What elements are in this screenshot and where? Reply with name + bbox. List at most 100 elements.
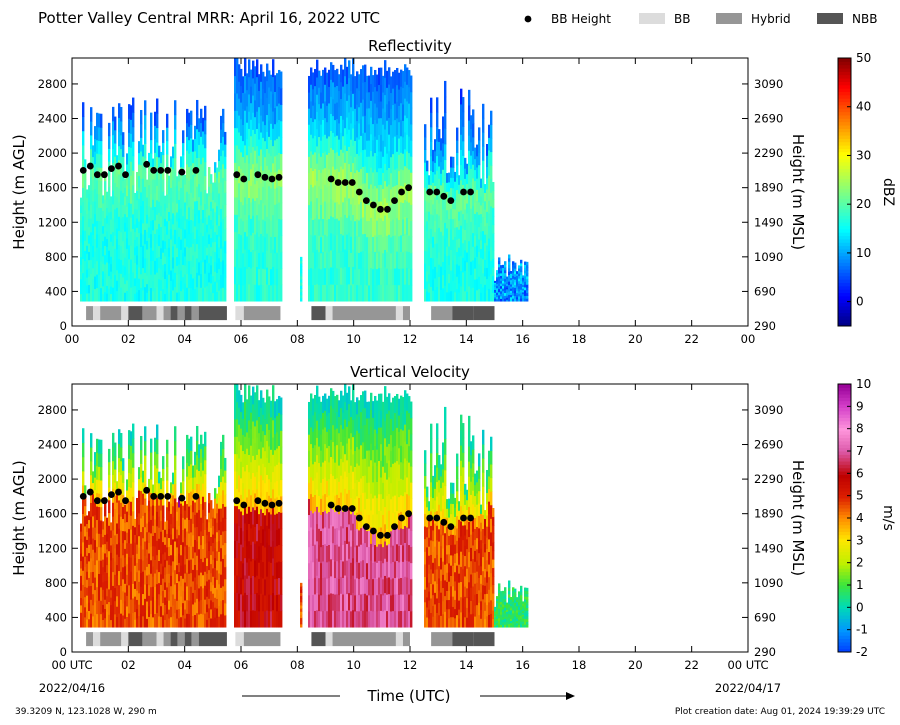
- heatmap-cell: [160, 151, 163, 164]
- heatmap-cell: [490, 165, 493, 180]
- heatmap-cell: [110, 196, 113, 205]
- heatmap-cell: [340, 525, 343, 544]
- heatmap-cell: [194, 589, 197, 603]
- heatmap-cell: [96, 260, 99, 275]
- heatmap-cell: [278, 412, 281, 430]
- heatmap-cell: [524, 295, 527, 299]
- heatmap-cell: [460, 194, 463, 211]
- heatmap-cell: [376, 123, 379, 140]
- reflectivity-field: [80, 58, 529, 302]
- heatmap-cell: [192, 603, 195, 617]
- heatmap-cell: [372, 91, 375, 108]
- classification-segment: [311, 306, 326, 321]
- heatmap-cell: [112, 557, 115, 573]
- heatmap-cell: [180, 280, 183, 292]
- heatmap-cell: [156, 185, 159, 201]
- heatmap-cell: [368, 107, 371, 125]
- heatmap-cell: [354, 514, 357, 532]
- heatmap-cell: [268, 103, 271, 121]
- heatmap-cell: [188, 492, 191, 507]
- heatmap-cell: [276, 431, 279, 449]
- heatmap-cell: [486, 188, 489, 201]
- heatmap-cell: [84, 535, 87, 547]
- heatmap-cell: [224, 168, 227, 181]
- heatmap-cell: [376, 610, 379, 628]
- heatmap-cell: [134, 246, 137, 256]
- heatmap-cell: [114, 574, 117, 589]
- heatmap-cell: [200, 149, 203, 165]
- heatmap-cell: [374, 69, 377, 88]
- heatmap-cell: [246, 89, 249, 107]
- heatmap-cell: [354, 76, 357, 93]
- heatmap-cell: [368, 236, 371, 254]
- heatmap-cell: [514, 292, 517, 297]
- heatmap-cell: [518, 267, 521, 272]
- heatmap-cell: [198, 170, 201, 185]
- heatmap-cell: [96, 559, 99, 574]
- heatmap-cell: [272, 93, 275, 112]
- heatmap-cell: [262, 397, 265, 415]
- heatmap-cell: [108, 537, 111, 552]
- heatmap-cell: [376, 481, 379, 499]
- heatmap-cell: [164, 278, 167, 287]
- heatmap-cell: [248, 145, 251, 164]
- heatmap-cell: [100, 533, 103, 548]
- heatmap-cell: [90, 613, 93, 628]
- axes: 00 02 04 06 08 10 12 14 16 18 20 22 0004008001200160…: [38, 58, 783, 346]
- heatmap-cell: [222, 191, 225, 206]
- heatmap-cell: [220, 521, 223, 536]
- heatmap-cell: [216, 243, 219, 254]
- heatmap-cell: [264, 418, 267, 436]
- heatmap-cell: [102, 225, 105, 234]
- colorbar-step: [838, 195, 851, 200]
- heatmap-cell: [94, 564, 97, 578]
- heatmap-cell: [194, 263, 197, 277]
- heatmap-cell: [256, 145, 259, 164]
- heatmap-cell: [404, 199, 407, 217]
- heatmap-cell: [390, 76, 393, 94]
- heatmap-cell: [246, 610, 249, 628]
- heatmap-cell: [340, 284, 343, 302]
- heatmap-cell: [188, 233, 191, 248]
- heatmap-cell: [500, 283, 503, 287]
- heatmap-cell: [204, 175, 207, 191]
- heatmap-cell: [236, 196, 239, 215]
- heatmap-cell: [404, 182, 407, 201]
- heatmap-cell: [430, 213, 433, 229]
- heatmap-cell: [496, 272, 499, 276]
- heatmap-cell: [260, 131, 263, 150]
- heatmap-cell: [324, 610, 327, 628]
- heatmap-cell: [272, 436, 275, 455]
- heatmap-cell: [108, 237, 111, 251]
- heatmap-cell: [124, 513, 127, 523]
- heatmap-cell: [260, 474, 263, 493]
- heatmap-cell: [478, 288, 481, 302]
- heatmap-cell: [208, 214, 211, 226]
- heatmap-cell: [130, 529, 133, 544]
- heatmap-cell: [480, 257, 483, 267]
- heatmap-cell: [196, 214, 199, 230]
- heatmap-cell: [268, 462, 271, 480]
- heatmap-cell: [190, 260, 193, 275]
- heatmap-cell: [146, 266, 149, 276]
- heatmap-cell: [504, 269, 507, 274]
- heatmap-cell: [372, 204, 375, 221]
- heatmap-cell: [256, 575, 259, 594]
- heatmap-cell: [162, 288, 165, 302]
- heatmap-cell: [248, 609, 251, 628]
- heatmap-cell: [334, 201, 337, 220]
- heatmap-cell: [490, 124, 493, 139]
- heatmap-cell: [86, 221, 89, 230]
- heatmap-cell: [256, 93, 259, 112]
- heatmap-cell: [208, 617, 211, 628]
- heatmap-cell: [242, 220, 245, 238]
- heatmap-cell: [198, 274, 201, 289]
- heatmap-cell: [238, 233, 241, 251]
- heatmap-cell: [102, 604, 105, 613]
- heatmap-cell: [204, 105, 207, 121]
- heatmap-cell: [126, 584, 129, 596]
- heatmap-cell: [344, 592, 347, 611]
- heatmap-cell: [352, 266, 355, 285]
- heatmap-cell: [180, 503, 183, 514]
- heatmap-cell: [174, 171, 177, 187]
